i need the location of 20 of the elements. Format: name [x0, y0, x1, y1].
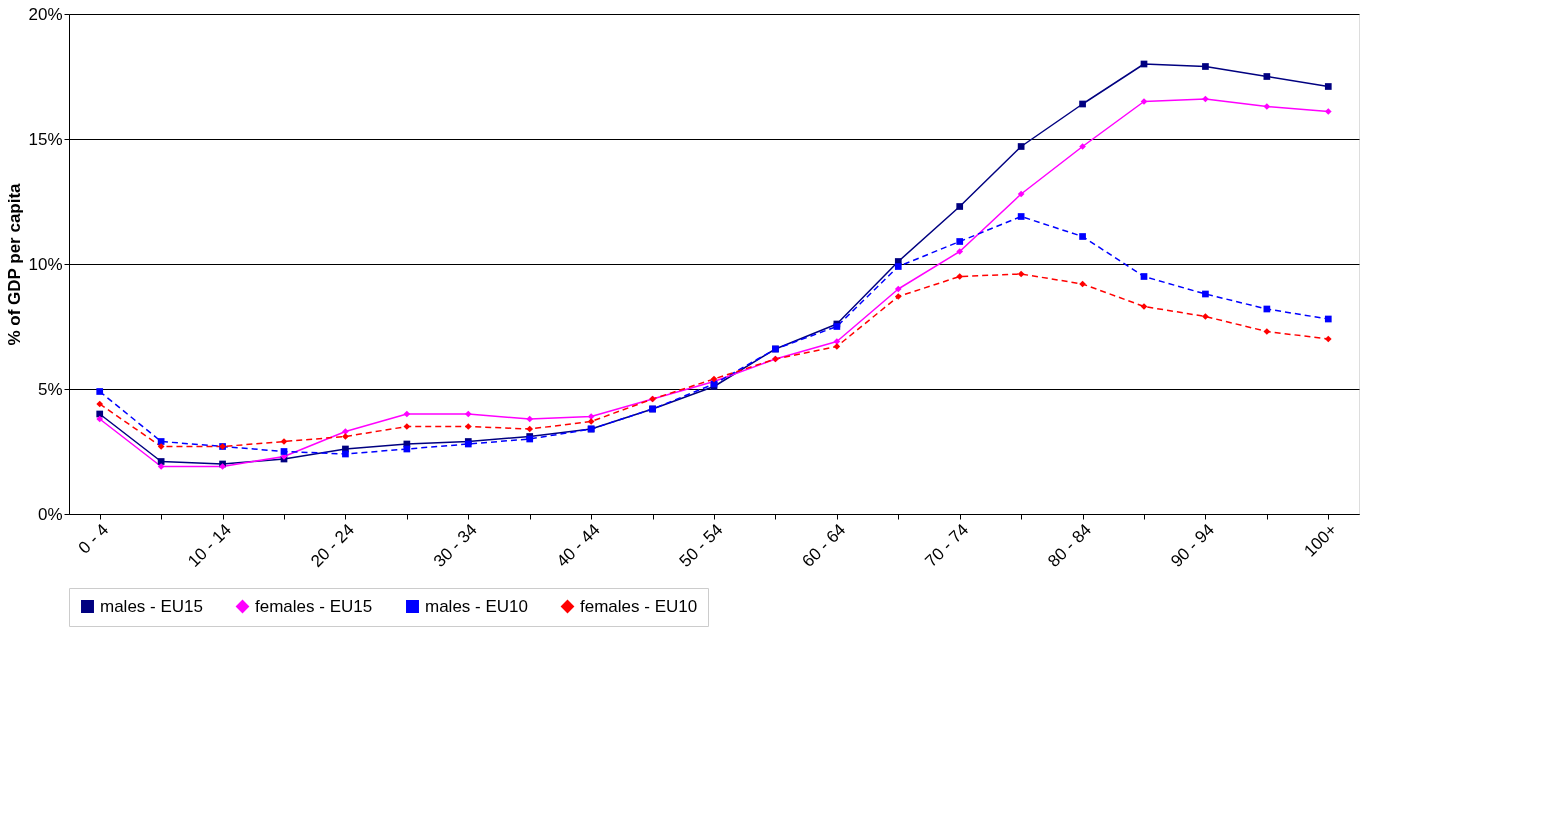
x-tick-label: 20 - 24	[307, 520, 358, 571]
y-axis-title: % of GDP per capita	[5, 182, 25, 346]
x-tick-label: 30 - 34	[429, 520, 481, 571]
y-tick-label: 10%	[28, 254, 63, 274]
x-tick-label: 0 - 4	[74, 520, 113, 558]
x-tick-label: 50 - 54	[675, 520, 727, 571]
y-tick-label: 20%	[28, 4, 63, 24]
x-tick-label: 40 - 44	[552, 520, 604, 571]
legend-label: males - EU10	[425, 596, 528, 616]
y-tick-label: 15%	[28, 129, 63, 149]
x-tick-label: 90 - 94	[1167, 520, 1218, 571]
x-tick-label: 70 - 74	[921, 520, 973, 571]
x-tick-label: 10 - 14	[184, 520, 236, 571]
legend-label: females - EU15	[255, 596, 373, 616]
legend-label: males - EU15	[100, 596, 203, 616]
legend-label: females - EU10	[580, 596, 698, 616]
y-tick-label: 5%	[37, 379, 63, 399]
x-tick-label: 60 - 64	[798, 520, 850, 571]
y-tick-label: 0%	[37, 504, 63, 524]
x-tick-label: 80 - 84	[1044, 520, 1096, 571]
